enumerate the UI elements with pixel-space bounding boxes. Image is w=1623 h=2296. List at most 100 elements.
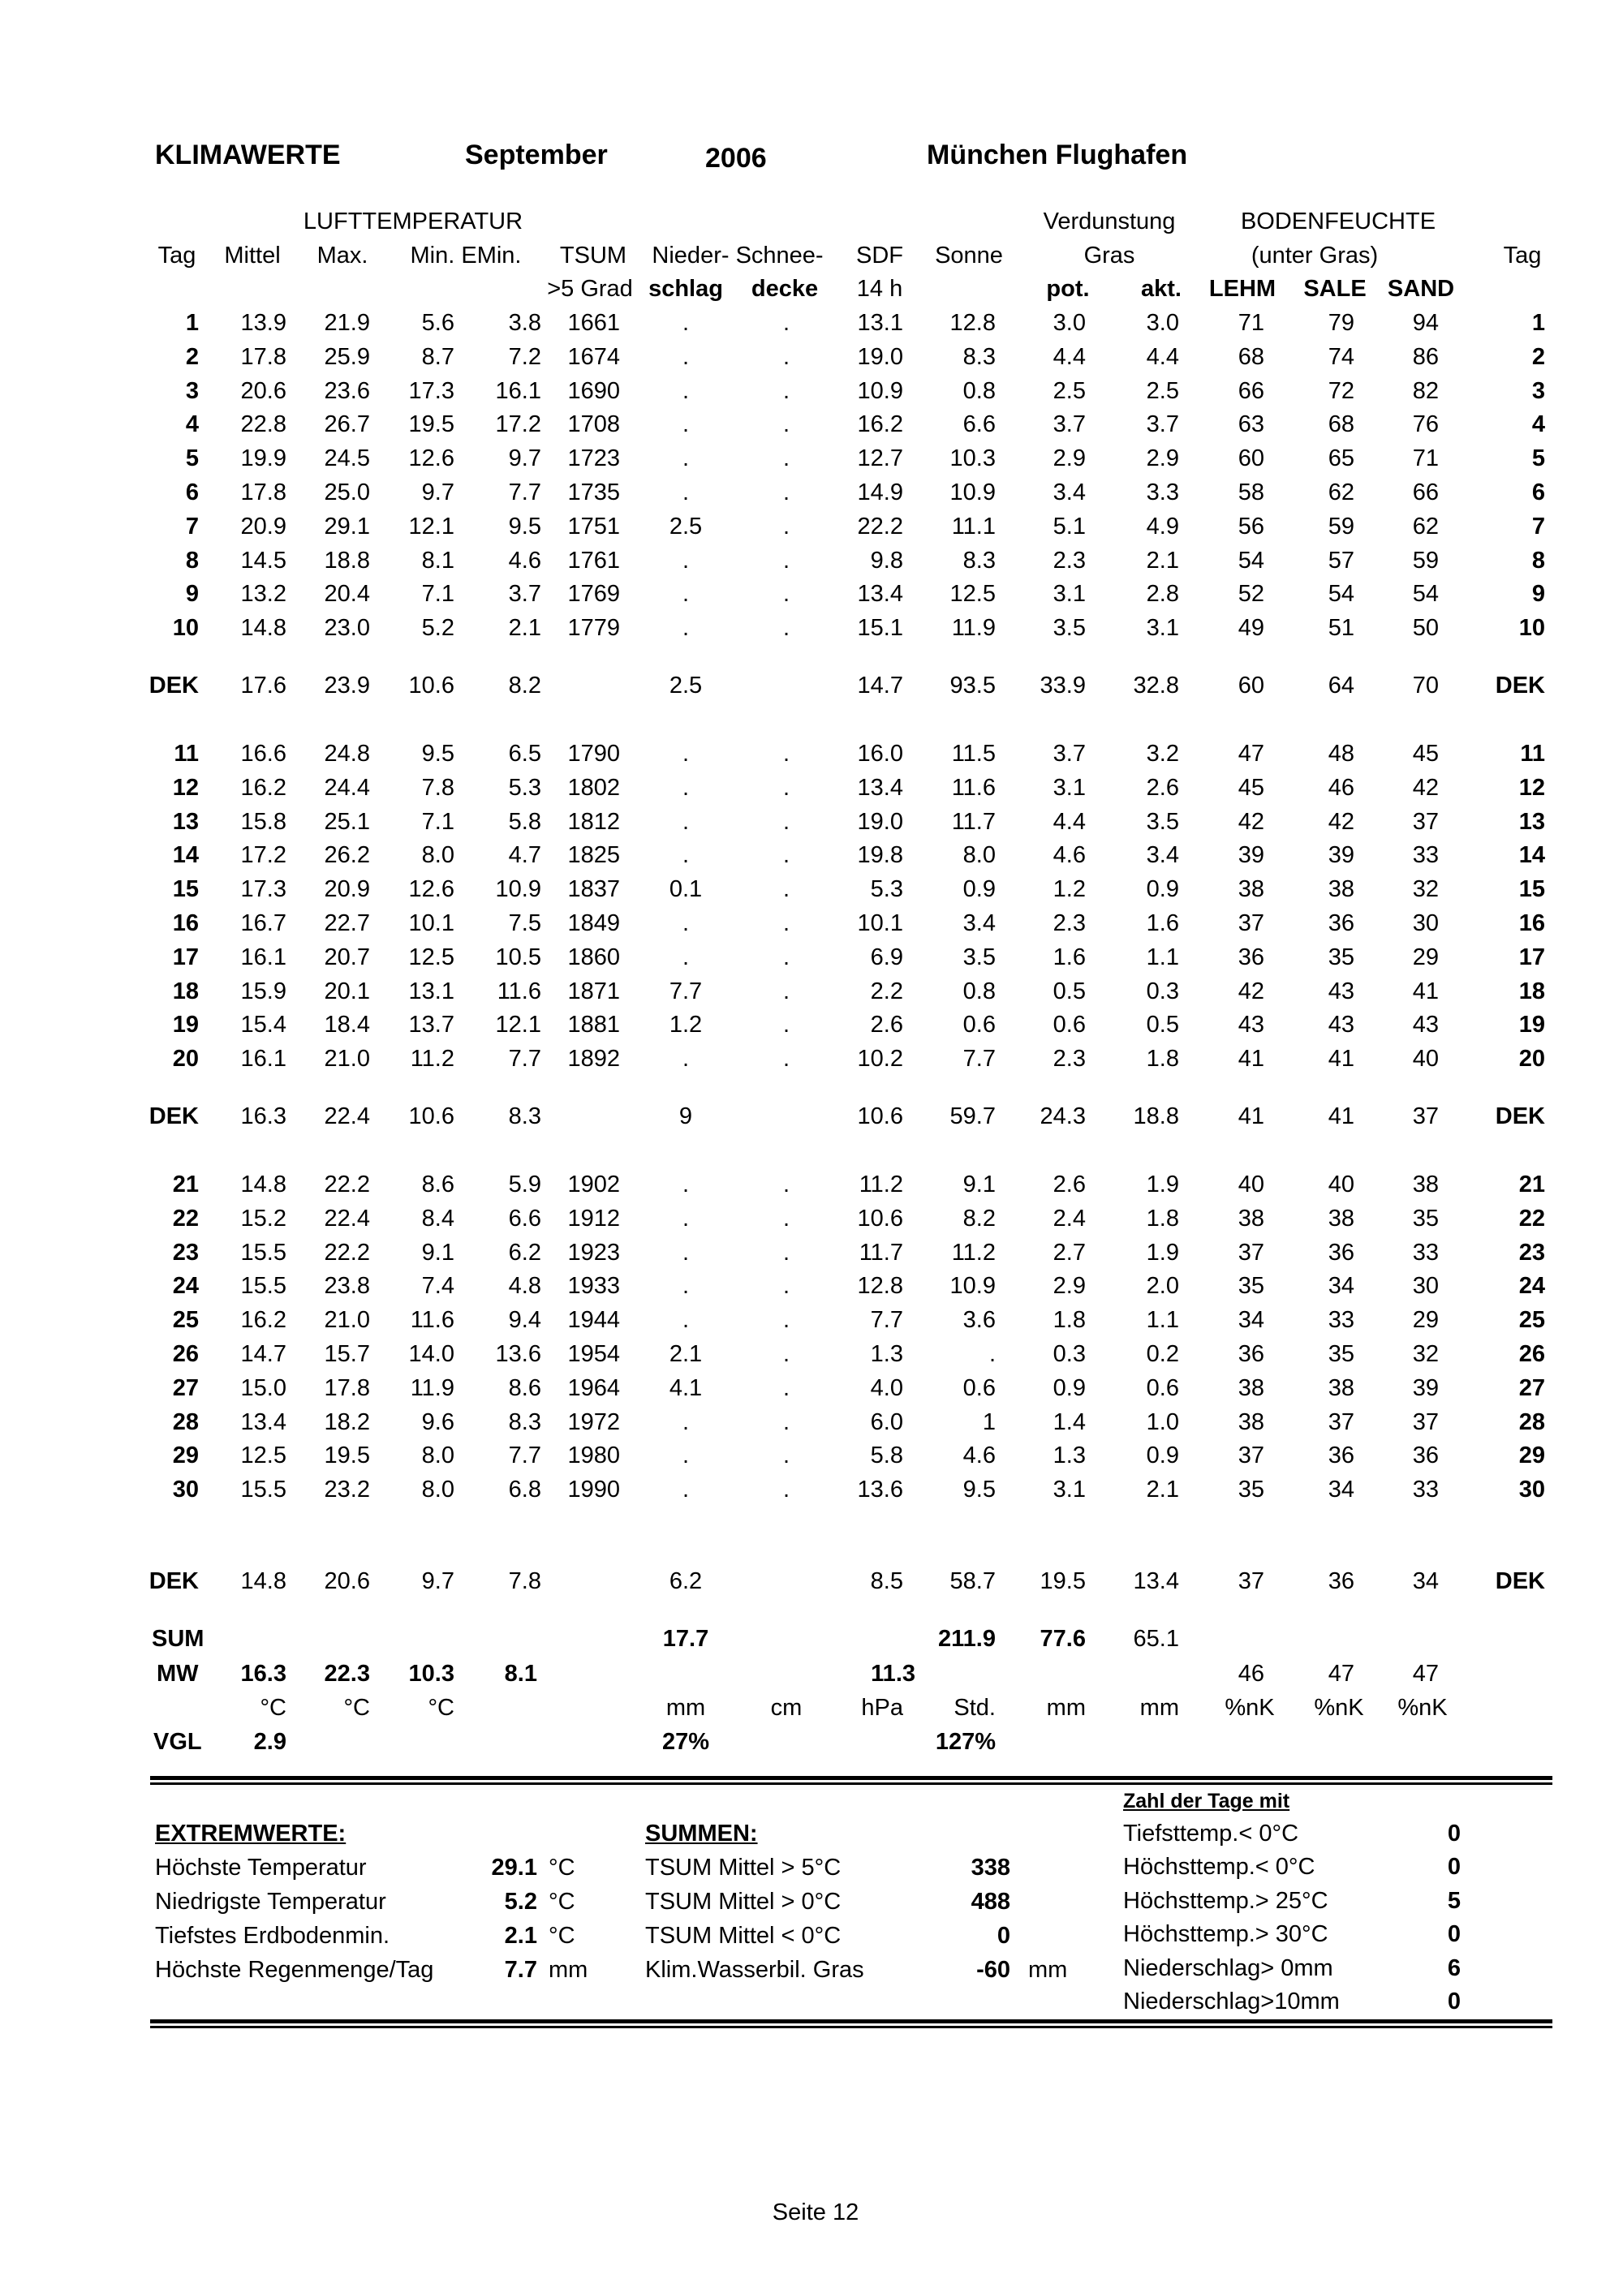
cell: 1769 [567, 581, 620, 608]
row-label-right: DEK [1495, 673, 1545, 699]
tage-label: Höchsttemp.> 25°C [1123, 1887, 1328, 1914]
cell: 16.2 [857, 411, 903, 438]
cell: 4.4 [1146, 343, 1179, 370]
row-label: 7 [185, 513, 199, 540]
extremwert-unit: °C [549, 1889, 575, 1915]
cell: 9.5 [421, 741, 454, 767]
cell: 0.9 [1146, 876, 1179, 903]
header-bodenfeuchte: BODENFEUCHTE [1240, 209, 1436, 234]
cell: 20.9 [240, 513, 286, 540]
cell: 11.1 [951, 513, 996, 540]
cell: 13.7 [408, 1012, 454, 1038]
cell: 38 [1238, 1408, 1264, 1435]
row-label: 24 [172, 1273, 199, 1300]
cell: 60 [1238, 445, 1264, 472]
cell: 11.6 [410, 1307, 454, 1334]
column-header: Sonne [935, 243, 1003, 269]
unit-label: %nK [1314, 1695, 1364, 1721]
cell: 12.8 [857, 1273, 903, 1300]
cell: 1690 [567, 377, 620, 404]
cell: 32.8 [1133, 673, 1179, 699]
column-header: TSUM [559, 243, 627, 269]
cell: 9.7 [421, 1568, 454, 1594]
cell: 8.0 [421, 842, 454, 869]
cell: 36 [1328, 1239, 1354, 1266]
cell: 2.9 [1053, 1273, 1086, 1300]
unit-label: mm [665, 1695, 706, 1721]
cell: 38 [1328, 876, 1354, 903]
cell: 22.7 [324, 910, 370, 936]
cell: 15.8 [240, 808, 286, 835]
unit-label: °C [260, 1695, 286, 1721]
cell: 3.5 [1146, 808, 1179, 835]
row-label: 10 [172, 615, 199, 642]
row-label: 17 [172, 944, 199, 970]
cell: 19.5 [408, 411, 454, 438]
cell: 14.8 [240, 1172, 286, 1197]
cell: 22.2 [324, 1172, 370, 1197]
cell: 3.4 [1146, 842, 1179, 869]
row-label-right: 15 [1518, 876, 1545, 903]
sum-sonne: 211.9 [938, 1626, 996, 1652]
row-label-right: 30 [1518, 1477, 1545, 1503]
cell: 70 [1412, 673, 1439, 699]
cell: 45 [1238, 774, 1264, 801]
cell: 37 [1238, 1239, 1264, 1266]
cell: 86 [1412, 343, 1439, 370]
cell: 0.1 [669, 876, 703, 903]
cell: 41 [1238, 1103, 1264, 1129]
cell: 20.1 [324, 978, 370, 1004]
cell: 43 [1328, 978, 1354, 1004]
unit-label: %nK [1397, 1695, 1448, 1721]
cell: 8.5 [870, 1568, 903, 1594]
cell: 3.4 [1053, 479, 1086, 505]
cell: 46 [1328, 774, 1354, 801]
cell: 12.6 [408, 445, 454, 472]
divider-top [150, 1776, 1552, 1785]
cell: 2.9 [1053, 445, 1086, 472]
vgl-label: VGL [153, 1729, 202, 1755]
row-label: 14 [172, 842, 199, 869]
cell: 1.6 [1053, 944, 1086, 970]
cell: 2.5 [669, 513, 703, 540]
row-label-right: 22 [1518, 1205, 1545, 1232]
cell: 22.2 [324, 1239, 370, 1266]
cell: 13.1 [408, 978, 454, 1004]
cell: . [782, 808, 790, 835]
column-header: Tag [1503, 243, 1542, 269]
cell: . [782, 1172, 790, 1197]
cell: 3.1 [1146, 615, 1179, 642]
tage-value: 0 [1447, 1921, 1461, 1948]
cell: 34 [1412, 1568, 1439, 1594]
cell: 37 [1238, 910, 1264, 936]
cell: 49 [1238, 615, 1264, 642]
cell: 21.9 [324, 310, 370, 336]
cell: 2.6 [1053, 1172, 1086, 1197]
cell: 33 [1412, 1477, 1439, 1503]
mw-mittel: 16.3 [240, 1661, 286, 1687]
row-label: 20 [172, 1046, 199, 1073]
cell: 16.1 [240, 944, 286, 970]
cell: 74 [1328, 343, 1354, 370]
cell: 2.5 [1053, 377, 1086, 404]
cell: 20.9 [324, 876, 370, 903]
cell: . [682, 411, 690, 438]
cell: 14.0 [408, 1341, 454, 1367]
cell: 29 [1412, 944, 1439, 970]
extremwert-label: Niedrigste Temperatur [155, 1889, 386, 1915]
cell: . [782, 513, 790, 540]
cell: 13.4 [857, 581, 903, 608]
cell: 9.5 [508, 513, 541, 540]
cell: 13.6 [495, 1341, 541, 1367]
cell: 22.2 [857, 513, 903, 540]
cell: . [782, 1239, 790, 1266]
cell: 2.5 [1146, 377, 1179, 404]
unit-label: °C [428, 1695, 454, 1721]
row-label-right: 13 [1518, 808, 1545, 835]
cell: 10.9 [949, 1273, 996, 1300]
cell: 14.9 [857, 479, 903, 505]
summe-unit: mm [1028, 1957, 1068, 1983]
cell: 1708 [567, 411, 620, 438]
extremwert-label: Tiefstes Erdbodenmin. [155, 1923, 390, 1949]
row-label-right: 20 [1518, 1046, 1545, 1073]
